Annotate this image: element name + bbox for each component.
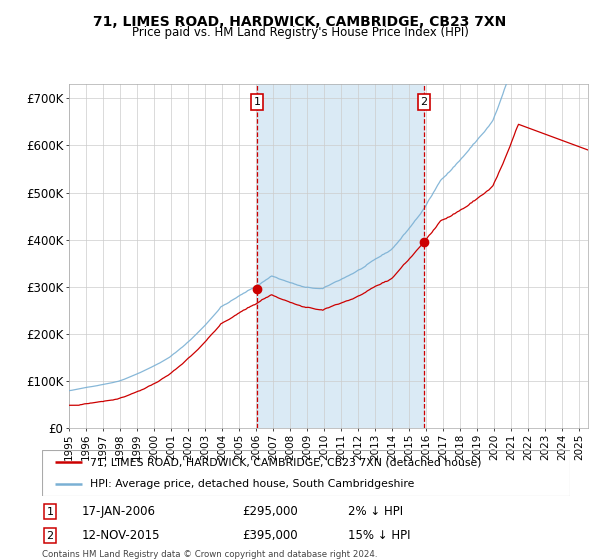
Text: Price paid vs. HM Land Registry's House Price Index (HPI): Price paid vs. HM Land Registry's House …	[131, 26, 469, 39]
Text: 71, LIMES ROAD, HARDWICK, CAMBRIDGE, CB23 7XN: 71, LIMES ROAD, HARDWICK, CAMBRIDGE, CB2…	[94, 15, 506, 29]
Text: 12-NOV-2015: 12-NOV-2015	[82, 529, 160, 543]
Text: £395,000: £395,000	[242, 529, 298, 543]
Text: Contains HM Land Registry data © Crown copyright and database right 2024.
This d: Contains HM Land Registry data © Crown c…	[42, 550, 377, 560]
Text: 17-JAN-2006: 17-JAN-2006	[82, 505, 155, 518]
Text: £295,000: £295,000	[242, 505, 298, 518]
Text: 71, LIMES ROAD, HARDWICK, CAMBRIDGE, CB23 7XN (detached house): 71, LIMES ROAD, HARDWICK, CAMBRIDGE, CB2…	[89, 457, 481, 467]
Text: 15% ↓ HPI: 15% ↓ HPI	[348, 529, 411, 543]
Text: 2% ↓ HPI: 2% ↓ HPI	[348, 505, 403, 518]
Text: 2: 2	[46, 531, 53, 541]
Bar	[257, 84, 424, 428]
Text: HPI: Average price, detached house, South Cambridgeshire: HPI: Average price, detached house, Sout…	[89, 479, 414, 489]
Text: 2: 2	[421, 97, 428, 107]
Text: 1: 1	[46, 507, 53, 516]
Text: 1: 1	[253, 97, 260, 107]
